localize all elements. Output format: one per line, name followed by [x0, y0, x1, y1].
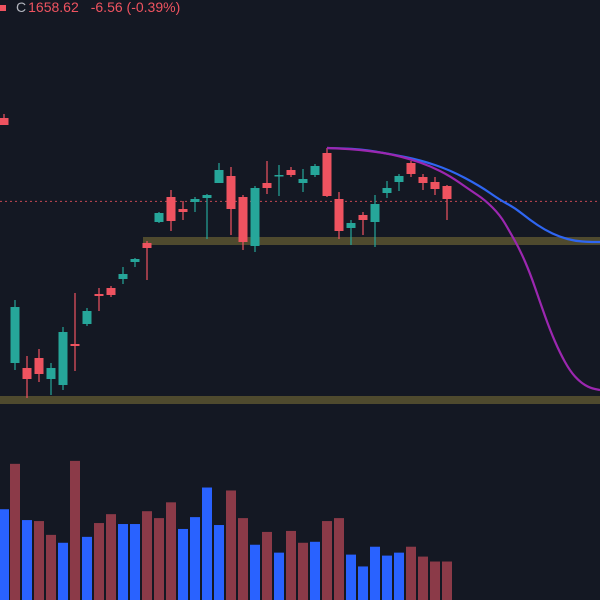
candle-up [154, 213, 164, 222]
volume-bar [298, 542, 308, 600]
candle-up [346, 223, 356, 228]
support-zones [0, 237, 600, 404]
volume-bar [142, 511, 152, 600]
volume-bar [10, 463, 20, 600]
candle-up [190, 199, 200, 202]
candle-down [262, 183, 272, 188]
indicator-lines [326, 146, 600, 392]
volume-bar [190, 517, 200, 600]
candle-down [34, 358, 44, 374]
candle-down [0, 118, 9, 125]
volume-bar [262, 531, 272, 600]
support-zone [0, 396, 600, 404]
candle-down [226, 176, 236, 209]
volume-bar [166, 502, 176, 600]
volume-bar [334, 518, 344, 600]
candle-up [310, 166, 320, 175]
volume-histogram [0, 460, 452, 600]
volume-bar [0, 509, 9, 600]
candle-up [10, 307, 20, 363]
volume-bar [94, 523, 104, 600]
volume-bar [394, 552, 404, 600]
change-value: -6.56 [90, 0, 123, 15]
candle-down [322, 153, 332, 196]
volume-bar [214, 525, 224, 600]
volume-bar [310, 541, 320, 600]
volume-bar [178, 528, 188, 600]
volume-bar [274, 552, 284, 600]
candle-down [70, 344, 80, 346]
candle-up [250, 188, 260, 246]
volume-bar [202, 487, 212, 600]
candle-down [358, 215, 368, 220]
volume-bar [322, 521, 332, 600]
close-label: C [16, 0, 27, 15]
candle-down [334, 199, 344, 231]
volume-bar [418, 556, 428, 600]
candle-down [418, 177, 428, 183]
candle-down [178, 209, 188, 212]
volume-bar [70, 460, 80, 600]
volume-bar [130, 524, 140, 600]
candle-down [166, 197, 176, 221]
volume-bar [346, 554, 356, 600]
candle-up [58, 332, 68, 385]
volume-bar [382, 555, 392, 600]
candle-up [130, 259, 140, 262]
candle-up [382, 188, 392, 193]
volume-bar [358, 566, 368, 600]
candles [0, 114, 452, 398]
candle-up [82, 311, 92, 324]
volume-bar [406, 546, 416, 600]
ohlc-legend: C 1658.62 -6.56 (-0.39%) [0, 0, 180, 16]
candle-down [22, 368, 32, 379]
candle-up [370, 204, 380, 222]
legend-dot-icon [0, 5, 6, 12]
candle-down [430, 182, 440, 189]
candle-down [442, 186, 452, 199]
candle-down [94, 294, 104, 296]
candle-down [142, 243, 152, 248]
change-percent: (-0.39%) [126, 0, 181, 15]
volume-bar [106, 514, 116, 600]
volume-bar [238, 518, 248, 600]
indicator-line [326, 146, 600, 392]
candle-up [202, 195, 212, 198]
candle-down [106, 288, 116, 295]
candle-up [274, 175, 284, 177]
candle-up [394, 176, 404, 182]
candle-down [286, 170, 296, 175]
volume-bar [46, 534, 56, 600]
close-value: 1658.62 [28, 0, 79, 15]
candle-down [238, 197, 248, 242]
candle-up [298, 179, 308, 183]
volume-bar [430, 561, 440, 600]
volume-bar [250, 544, 260, 600]
volume-bar [370, 546, 380, 600]
candle-up [46, 368, 56, 379]
volume-bar [22, 520, 32, 600]
volume-bar [226, 490, 236, 600]
candle-up [118, 274, 128, 279]
volume-bar [34, 521, 44, 600]
volume-bar [154, 518, 164, 600]
candle-down [406, 163, 416, 174]
candle-up [214, 170, 224, 183]
volume-bar [82, 536, 92, 600]
volume-bar [118, 524, 128, 600]
volume-bar [442, 561, 452, 600]
volume-bar [286, 530, 296, 600]
volume-bar [58, 542, 68, 600]
indicator-line [326, 146, 600, 244]
support-zone [143, 237, 600, 245]
